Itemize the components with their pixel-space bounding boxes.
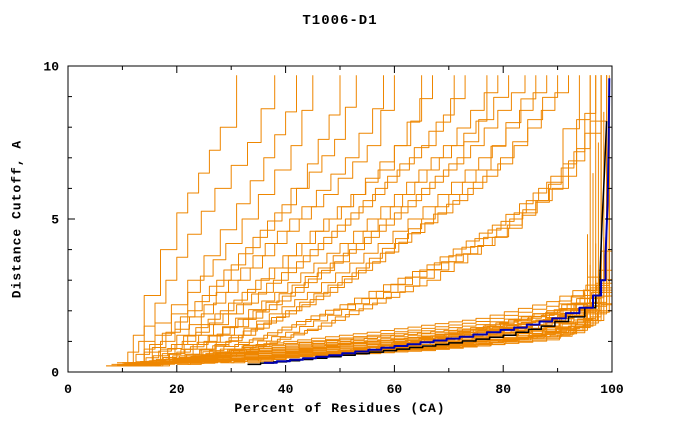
x-tick-label: 0 bbox=[64, 382, 72, 397]
model-curve bbox=[187, 75, 597, 364]
model-curve bbox=[165, 75, 526, 364]
model-curve bbox=[144, 75, 608, 367]
model-curve bbox=[149, 75, 510, 364]
model-curve bbox=[176, 75, 569, 364]
model-curve bbox=[144, 75, 395, 364]
model-curve bbox=[155, 75, 613, 367]
x-axis-label: Percent of Residues (CA) bbox=[234, 401, 446, 416]
model-curve bbox=[160, 75, 499, 364]
model-curve bbox=[149, 75, 610, 367]
model-curve bbox=[122, 203, 602, 364]
highlight-model-blue bbox=[263, 78, 611, 364]
chart-title: T1006-D1 bbox=[302, 13, 378, 29]
x-tick-label: 20 bbox=[169, 382, 185, 397]
model-curve bbox=[133, 75, 314, 364]
y-tick-label: 5 bbox=[51, 213, 59, 228]
x-tick-label: 60 bbox=[387, 382, 403, 397]
model-curve bbox=[209, 75, 608, 362]
model-curve bbox=[127, 75, 276, 364]
model-curve bbox=[138, 151, 613, 364]
y-tick-label: 0 bbox=[51, 366, 59, 381]
x-tick-label: 80 bbox=[495, 382, 511, 397]
x-tick-label: 40 bbox=[278, 382, 294, 397]
model-curve bbox=[138, 75, 357, 364]
model-curve bbox=[117, 75, 297, 364]
y-axis-label: Distance Cutoff, A bbox=[9, 139, 25, 299]
model-curve bbox=[138, 75, 455, 364]
y-tick-label: 10 bbox=[43, 60, 59, 75]
model-curve bbox=[160, 75, 559, 364]
model-curve bbox=[117, 237, 605, 366]
model-curve bbox=[155, 75, 466, 364]
model-curve bbox=[144, 75, 488, 365]
x-tick-label: 100 bbox=[600, 382, 624, 397]
model-curve bbox=[122, 75, 341, 365]
model-curve bbox=[176, 75, 591, 364]
